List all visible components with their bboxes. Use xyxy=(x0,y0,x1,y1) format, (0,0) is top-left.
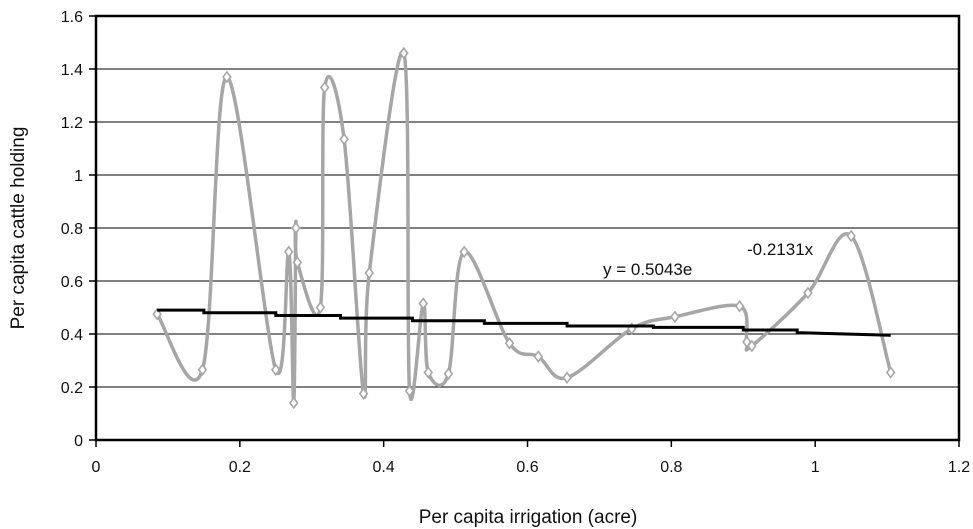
data-series xyxy=(152,46,896,410)
data-point-marker xyxy=(399,46,409,60)
trendline-equation-label: y = 0.5043e xyxy=(603,260,692,279)
data-point-marker xyxy=(339,132,349,146)
trendline xyxy=(157,308,891,337)
data-point-marker xyxy=(846,229,856,243)
data-point-marker xyxy=(271,363,281,377)
data-point-marker xyxy=(197,363,208,377)
data-point-marker xyxy=(885,366,896,379)
data-point-marker xyxy=(418,297,428,310)
data-point-marker xyxy=(562,371,572,385)
data-point-marker xyxy=(734,299,745,313)
y-tick-label: 1.6 xyxy=(61,9,83,26)
data-point-marker xyxy=(803,286,813,300)
data-point-marker xyxy=(358,387,369,400)
y-tick-label: 0.2 xyxy=(61,380,83,397)
data-point-marker xyxy=(292,256,303,269)
y-tick-label: 1.2 xyxy=(61,115,83,132)
data-point-marker xyxy=(504,336,515,350)
y-tick-label: 0.8 xyxy=(61,221,83,238)
data-point-marker xyxy=(404,384,415,398)
y-axis-title: Per capita cattle holding xyxy=(8,127,29,330)
data-point-marker xyxy=(533,350,544,363)
x-tick-label: 0.8 xyxy=(660,459,682,476)
data-point-marker xyxy=(283,245,294,259)
x-tick-label: 0.4 xyxy=(373,459,395,476)
y-tick-label: 0 xyxy=(74,433,83,450)
data-point-marker xyxy=(289,396,299,410)
data-point-marker xyxy=(747,339,757,353)
data-point-marker xyxy=(459,245,469,259)
x-tick-label: 1 xyxy=(811,459,820,476)
x-tick-label: 0.6 xyxy=(516,459,538,476)
data-point-marker xyxy=(670,310,680,324)
trendline-equation-exponent: -0.2131x xyxy=(747,240,814,259)
y-tick-label: 1 xyxy=(74,168,83,185)
data-point-marker xyxy=(291,221,301,235)
data-point-marker xyxy=(222,70,232,84)
y-tick-label: 1.4 xyxy=(61,62,83,79)
data-point-marker xyxy=(315,301,326,314)
x-tick-label: 0 xyxy=(92,459,101,476)
data-point-marker xyxy=(423,366,434,379)
data-point-marker xyxy=(364,266,375,280)
y-tick-label: 0.6 xyxy=(61,274,83,291)
gridlines xyxy=(96,68,959,388)
x-axis-title: Per capita irrigation (acre) xyxy=(419,507,638,528)
x-tick-label: 0.2 xyxy=(229,459,251,476)
axis-ticks: 0 0.2 0.4 0.6 0.8 1 1.2 1.4 1.6 0 0.2 0.4 0.6 0.8 1 1.2 xyxy=(61,9,970,476)
x-tick-label: 1.2 xyxy=(948,459,970,476)
y-tick-label: 0.4 xyxy=(61,327,83,344)
series-line xyxy=(155,49,893,405)
data-point-marker xyxy=(443,367,454,381)
data-point-marker xyxy=(319,81,330,94)
